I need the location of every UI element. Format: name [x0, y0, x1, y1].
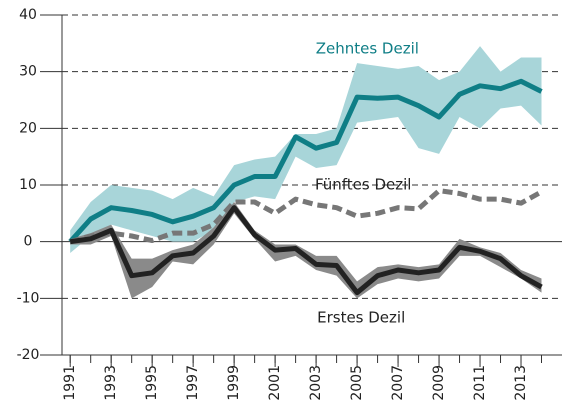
series-line	[68, 78, 543, 244]
x-tick-label: 2013	[513, 365, 529, 401]
series-line	[69, 188, 543, 245]
x-tick-label: 1991	[62, 365, 78, 401]
x-tick-label: 1997	[185, 365, 201, 401]
confidence-band	[70, 46, 542, 253]
x-tick-label: 1993	[103, 365, 119, 401]
series-label: Erstes Dezil	[317, 309, 405, 327]
series-line	[69, 205, 543, 296]
series-label: Fünftes Dezil	[315, 176, 412, 194]
x-tick-label: 1995	[144, 365, 160, 401]
series-label: Zehntes Dezil	[316, 40, 419, 58]
y-tick-label: 30	[19, 64, 37, 80]
y-tick-label: -10	[17, 290, 40, 306]
y-tick-label: 0	[24, 234, 33, 250]
x-tick-label: 1999	[226, 365, 242, 401]
x-tick-label: 2003	[308, 365, 324, 401]
y-tick-label: 20	[19, 120, 37, 136]
y-tick-label: 40	[19, 7, 37, 23]
x-tick-label: 2011	[472, 365, 488, 401]
x-tick-label: 2005	[349, 365, 365, 401]
y-tick-label: 10	[19, 177, 37, 193]
x-tick-label: 2001	[267, 365, 283, 401]
x-tick-label: 2007	[390, 365, 406, 401]
y-tick-label: -20	[17, 347, 40, 363]
x-tick-label: 2009	[431, 365, 447, 401]
